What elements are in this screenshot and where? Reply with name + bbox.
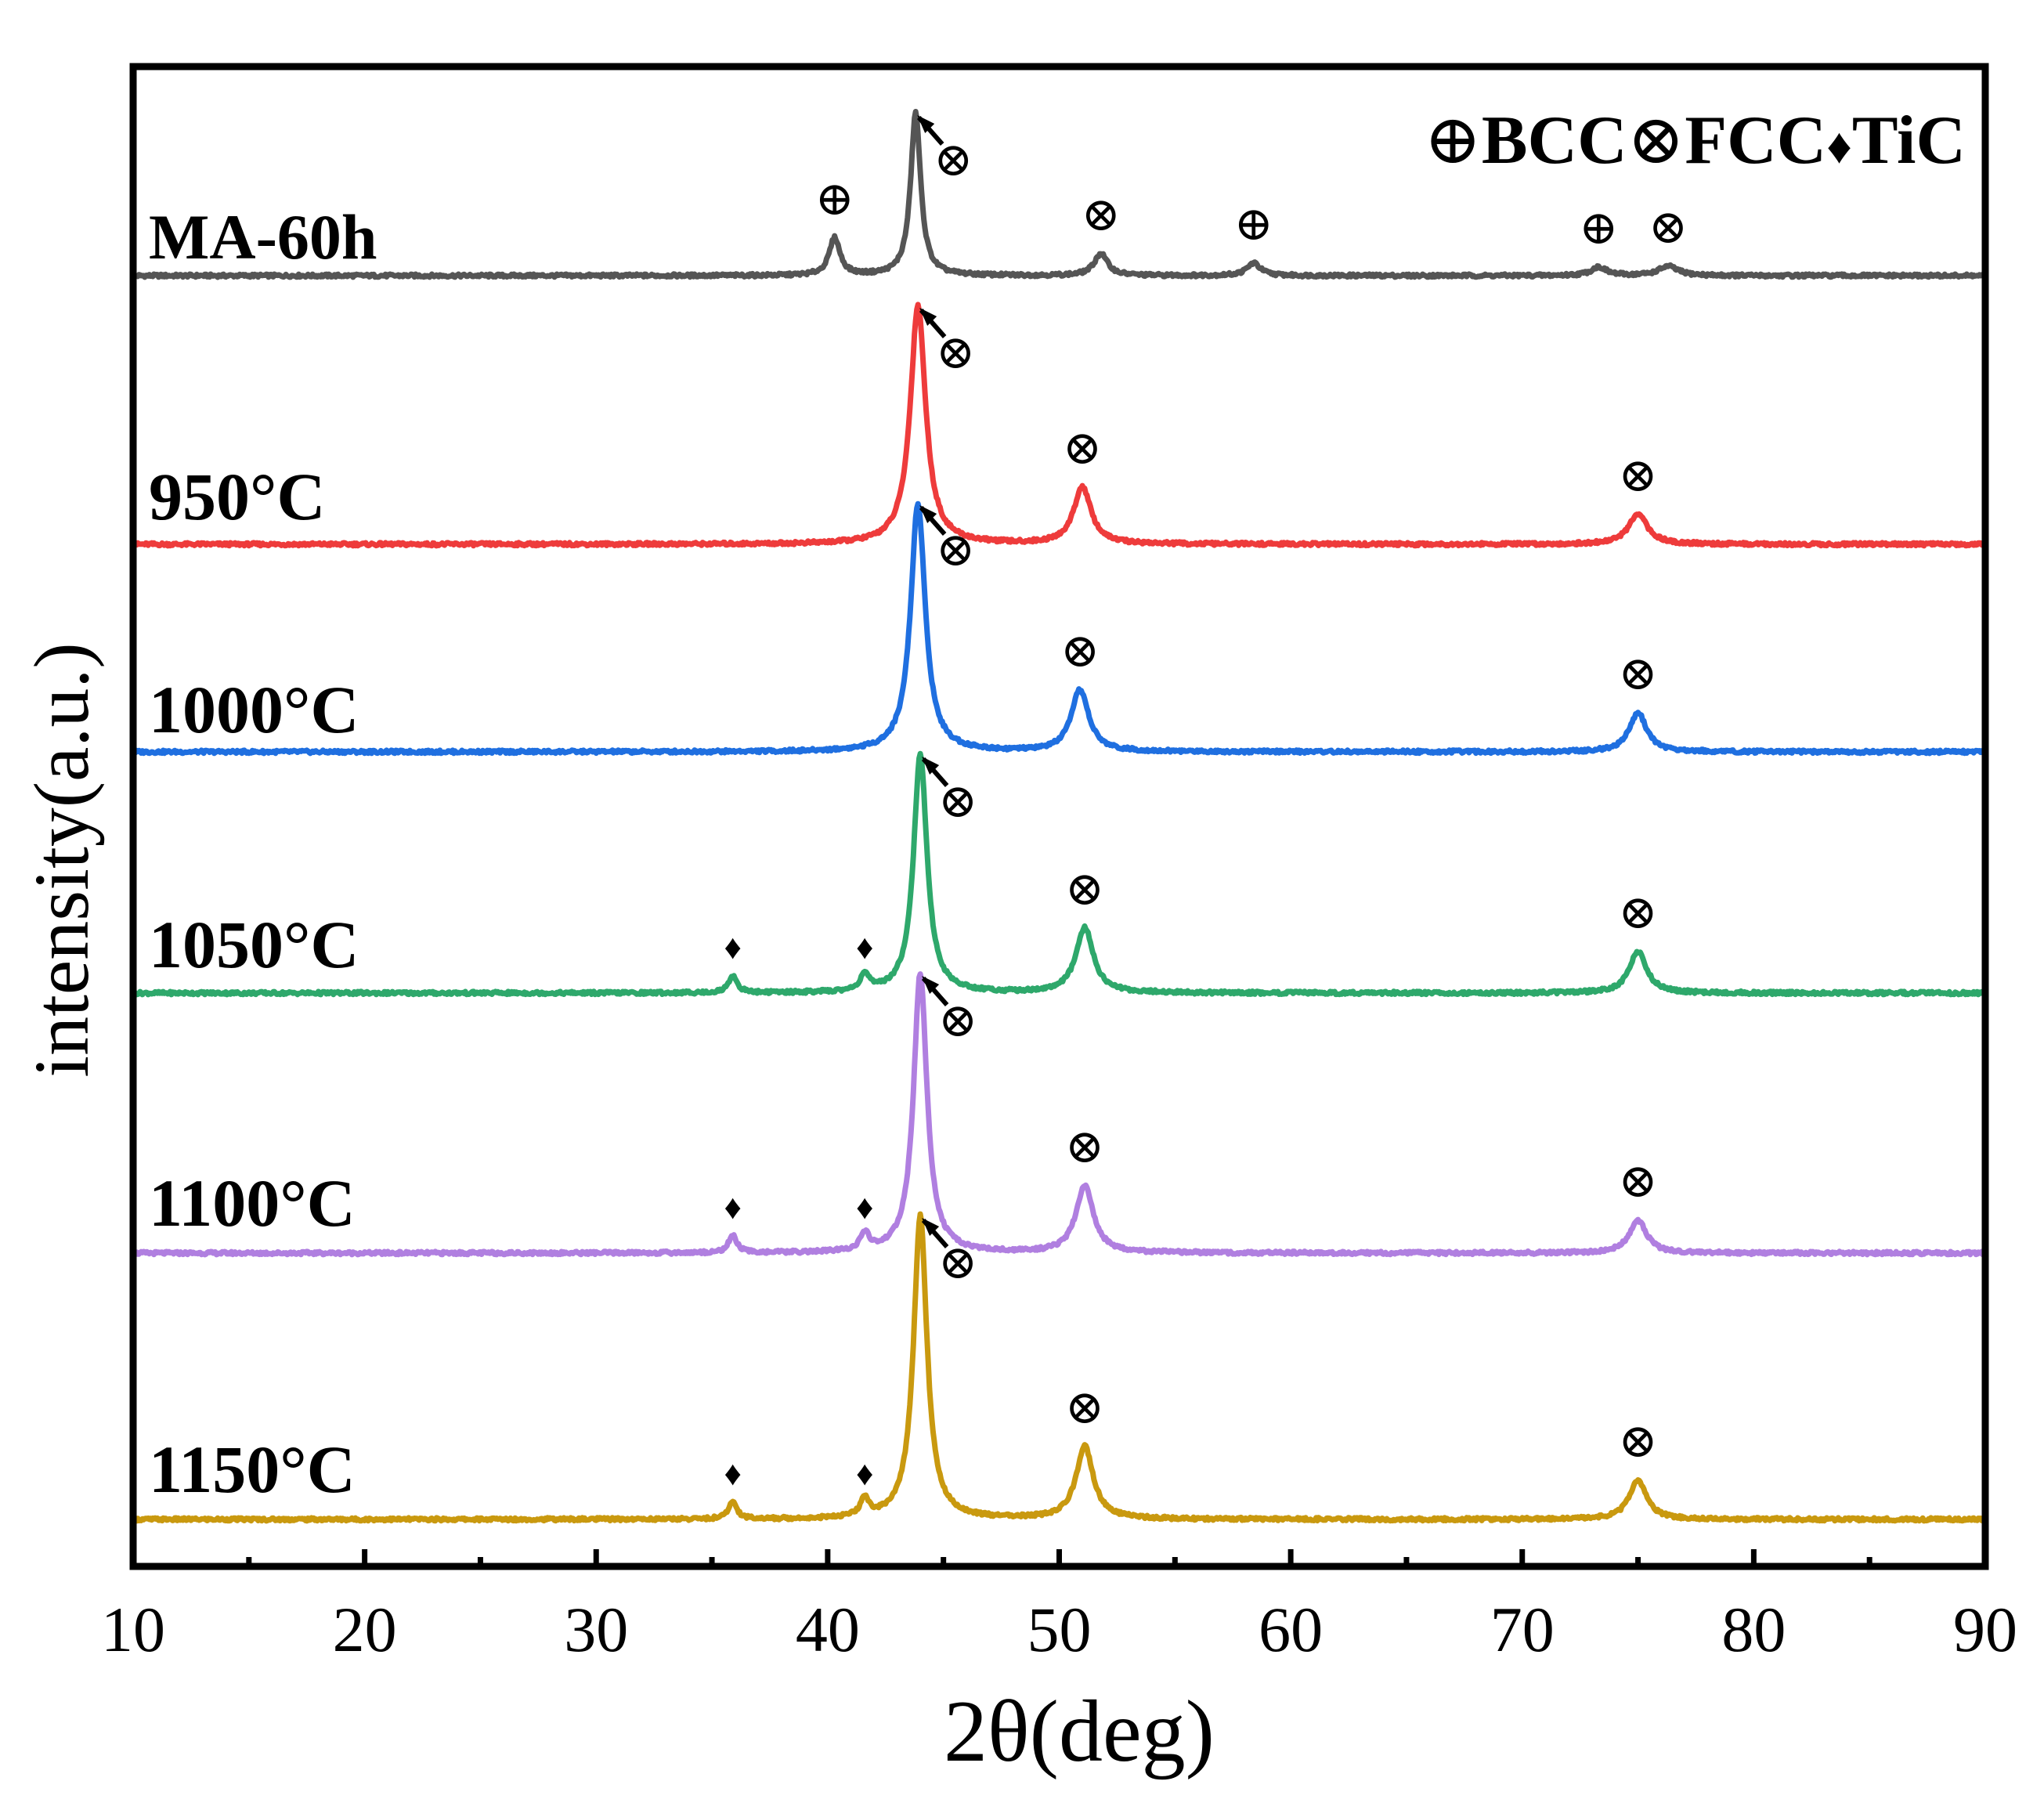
- series-line-1050-c: [131, 750, 1987, 998]
- label-layer: MA-60h 950°C 1000°C 1050°C 1100°C 1150°C: [149, 201, 377, 1507]
- peak-marker-fcc: ⊗: [938, 995, 977, 1046]
- legend-label-bcc: BCC: [1482, 103, 1627, 179]
- peak-arrowhead: [922, 757, 940, 775]
- peak-marker-fcc: ⊗: [1618, 887, 1657, 938]
- peak-marker-fcc: ⊗: [1618, 1155, 1657, 1207]
- series-line-ma-60h: [131, 109, 1988, 280]
- series-line-1150-c: [132, 1211, 1987, 1524]
- peak-marker-fcc: ⊗: [934, 134, 973, 186]
- peak-marker-tic: ♦: [856, 1188, 873, 1227]
- x-tick-label: 70: [1490, 1594, 1555, 1665]
- peak-marker-fcc: ⊗: [936, 327, 975, 378]
- peak-marker-bcc: ⊕: [1234, 198, 1273, 250]
- y-axis-label: intensity(a.u.): [18, 642, 105, 1077]
- peak-marker-fcc: ⊗: [1060, 625, 1100, 677]
- peak-arrowhead: [922, 976, 940, 994]
- x-tick-label: 10: [101, 1594, 165, 1665]
- series-label-ma-60h: MA-60h: [149, 201, 377, 273]
- marker-layer: ⊕ ⊗ ⊗ ⊕ ⊕ ⊗ ⊗ ⊗ ⊗ ⊗ ⊗ ⊗ ♦ ♦ ⊗ ⊗ ⊗ ♦ ♦ ⊗ ⊗ ⊗ ♦ ♦ ⊗ ⊗ ⊗: [724, 115, 1688, 1493]
- peak-marker-fcc: ⊗: [938, 775, 977, 827]
- peak-marker-tic: ♦: [724, 1454, 741, 1493]
- peak-arrowhead: [919, 308, 937, 326]
- x-tick-label: 60: [1259, 1594, 1323, 1665]
- peak-marker-tic: ♦: [724, 1188, 741, 1227]
- peak-marker-tic: ♦: [856, 1454, 873, 1493]
- legend-symbol-bcc: ⊕: [1424, 103, 1482, 179]
- x-ticks: 10 20 30 40 50 60 70 80 90: [101, 1549, 2017, 1665]
- peak-marker-fcc: ⊗: [1065, 1382, 1104, 1433]
- x-tick-label: 30: [564, 1594, 628, 1665]
- x-tick-label: 90: [1953, 1594, 2017, 1665]
- peak-marker-tic: ♦: [856, 928, 873, 966]
- peak-marker-fcc: ⊗: [938, 1237, 977, 1288]
- peak-marker-fcc: ⊗: [1082, 189, 1121, 240]
- x-tick-label: 20: [333, 1594, 397, 1665]
- legend: ⊕BCC⊗FCC♦TiC: [1424, 103, 1966, 179]
- series-label-1150-c: 1150°C: [149, 1432, 356, 1507]
- peak-marker-fcc: ⊗: [1649, 201, 1688, 253]
- series-label-1100-c: 1100°C: [149, 1165, 356, 1241]
- x-tick-label: 40: [796, 1594, 860, 1665]
- series-line-950-c: [132, 302, 1987, 549]
- legend-text: ⊕BCC⊗FCC♦TiC: [1424, 103, 1966, 179]
- peak-marker-bcc: ⊕: [1579, 202, 1618, 254]
- legend-symbol-fcc: ⊗: [1627, 103, 1685, 179]
- legend-label-fcc: FCC: [1685, 103, 1826, 179]
- peak-marker-bcc: ⊕: [815, 173, 854, 225]
- peak-arrowhead: [917, 115, 935, 133]
- x-tick-label: 50: [1027, 1594, 1092, 1665]
- peak-marker-fcc: ⊗: [936, 524, 975, 576]
- series-layer: [131, 109, 1988, 1524]
- peak-marker-tic: ♦: [724, 928, 741, 966]
- peak-arrowhead: [922, 1218, 940, 1236]
- series-label-950-c: 950°C: [149, 459, 326, 534]
- peak-arrowhead: [919, 505, 937, 523]
- legend-symbol-tic: ♦: [1826, 118, 1852, 174]
- peak-marker-fcc: ⊗: [1065, 1121, 1104, 1172]
- peak-marker-fcc: ⊗: [1063, 422, 1102, 474]
- series-line-1000-c: [132, 500, 1988, 757]
- peak-marker-fcc: ⊗: [1618, 1415, 1657, 1467]
- series-line-1100-c: [132, 971, 1988, 1258]
- legend-label-tic: TiC: [1852, 103, 1966, 179]
- peak-marker-fcc: ⊗: [1065, 863, 1104, 915]
- peak-marker-fcc: ⊗: [1618, 450, 1657, 501]
- x-axis-label: 2θ(deg): [944, 1683, 1215, 1780]
- series-label-1000-c: 1000°C: [149, 672, 359, 747]
- series-label-1050-c: 1050°C: [149, 907, 359, 982]
- x-tick-label: 80: [1721, 1594, 1786, 1665]
- peak-marker-fcc: ⊗: [1618, 648, 1657, 699]
